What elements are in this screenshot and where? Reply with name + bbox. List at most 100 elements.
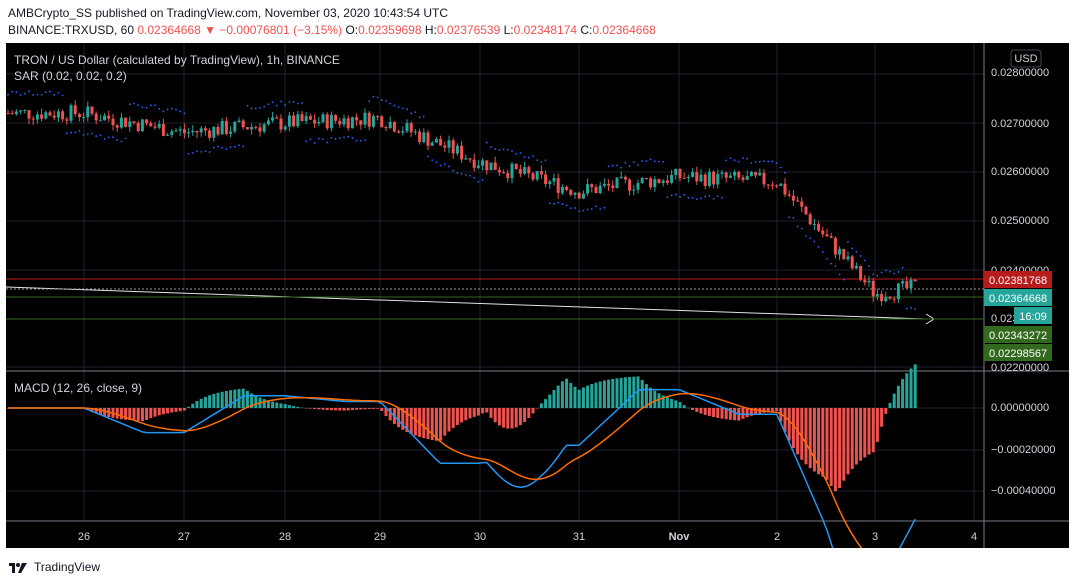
sar-dot <box>821 251 824 253</box>
candle-body <box>812 224 816 226</box>
sar-dot <box>351 137 354 139</box>
sar-dot <box>439 164 442 167</box>
candle-body <box>670 174 674 183</box>
histogram-bar <box>245 390 249 408</box>
price-tick: 0.02200000 <box>991 362 1049 374</box>
candle-body <box>905 281 909 289</box>
sar-dot <box>15 91 18 94</box>
candle-body <box>329 115 333 129</box>
candle-body <box>73 105 77 115</box>
sar-dot <box>792 216 795 219</box>
sar-dot <box>149 104 152 107</box>
sar-dot <box>889 270 891 273</box>
trend-line[interactable] <box>5 286 927 320</box>
histogram-bar <box>880 408 884 427</box>
sar-dot <box>212 146 215 149</box>
candle-body <box>535 171 539 180</box>
candle-body <box>754 172 758 176</box>
histogram-bar <box>413 408 417 436</box>
histogram-bar <box>136 408 140 421</box>
macd-scale[interactable]: 0.00000000 −0.00020000 −0.00040000 <box>991 402 1056 497</box>
time-tick: Nov <box>669 531 691 543</box>
candle-body <box>691 172 695 177</box>
sar-dot <box>532 155 534 157</box>
candle-body <box>245 127 249 130</box>
histogram-bar <box>397 408 401 428</box>
candle-body <box>804 206 808 215</box>
histogram-bar <box>670 399 674 408</box>
histogram-bar <box>594 382 598 408</box>
sar-dot <box>826 257 828 260</box>
sar-dot <box>527 156 530 159</box>
candle-body <box>430 142 434 146</box>
price-chart[interactable]: TRON / US Dollar (calculated by TradingV… <box>5 43 1069 586</box>
histogram-bar <box>804 408 808 465</box>
sar-dot <box>23 92 26 95</box>
time-axis[interactable]: 26 27 28 29 30 31 Nov 2 3 4 <box>78 531 977 543</box>
histogram-bar <box>728 408 732 420</box>
histogram-bar <box>901 379 905 408</box>
sar-dot <box>431 159 434 162</box>
sar-dot <box>653 160 656 163</box>
sar-dot <box>288 101 291 103</box>
histogram-bar <box>321 408 325 410</box>
candle-body <box>132 121 136 123</box>
candle-body <box>653 179 657 188</box>
candle-body <box>224 121 228 134</box>
sar-dot <box>128 103 131 106</box>
badge-green1-text: 0.02343272 <box>989 330 1047 342</box>
sar-dot <box>502 148 505 151</box>
candle-body <box>884 297 888 302</box>
histogram-bar <box>724 408 728 420</box>
candle-body <box>686 176 690 179</box>
histogram-bar <box>464 408 468 421</box>
candle-body <box>149 123 153 127</box>
candle-body <box>90 106 94 114</box>
candle-body <box>220 121 224 135</box>
sar-dot <box>414 111 417 114</box>
histogram-bar <box>884 408 888 414</box>
histogram-bar <box>308 408 312 409</box>
sar-dot <box>19 93 22 96</box>
price-scale[interactable]: USD 0.02800000 0.02700000 0.02600000 0.0… <box>984 49 1052 374</box>
candle-body <box>19 110 23 112</box>
histogram-bar <box>859 408 863 461</box>
histogram-bar <box>443 408 447 436</box>
candle-body <box>355 117 359 121</box>
histogram-bar <box>800 408 804 460</box>
histogram-bar <box>216 392 220 408</box>
macd-tick: −0.00040000 <box>991 485 1056 497</box>
histogram-bar <box>871 408 875 453</box>
sar-dot <box>838 273 841 276</box>
badge-red-text: 0.02381768 <box>989 275 1047 287</box>
chart-container[interactable]: TRON / US Dollar (calculated by TradingV… <box>5 43 1069 586</box>
histogram-bar <box>283 404 287 408</box>
sar-dot <box>603 206 606 209</box>
candle-body <box>573 192 577 195</box>
candle-body <box>615 177 619 189</box>
sar-dot <box>246 104 249 107</box>
sar-dot <box>469 174 471 177</box>
histogram-bar <box>548 394 552 408</box>
histogram-bar <box>153 408 157 417</box>
candle-body <box>10 113 14 115</box>
sar-dot <box>145 106 148 109</box>
currency-button[interactable] <box>1010 49 1042 68</box>
sar-dot <box>208 151 211 153</box>
histogram-bar <box>94 408 98 414</box>
candle-body <box>665 180 669 183</box>
histogram-bar <box>569 383 573 408</box>
candle-body <box>27 110 31 119</box>
candle-body <box>619 176 623 178</box>
sar-dot <box>712 197 715 200</box>
candle-body <box>493 162 497 170</box>
candle-body <box>145 119 149 124</box>
sar-dot <box>11 90 14 93</box>
candle-body <box>61 111 65 120</box>
sar-dot <box>44 91 47 94</box>
histogram-bar <box>632 376 636 408</box>
candle-body <box>275 117 279 119</box>
candle-body <box>65 119 69 121</box>
sar-dot <box>313 142 316 144</box>
histogram-bar <box>212 393 216 408</box>
